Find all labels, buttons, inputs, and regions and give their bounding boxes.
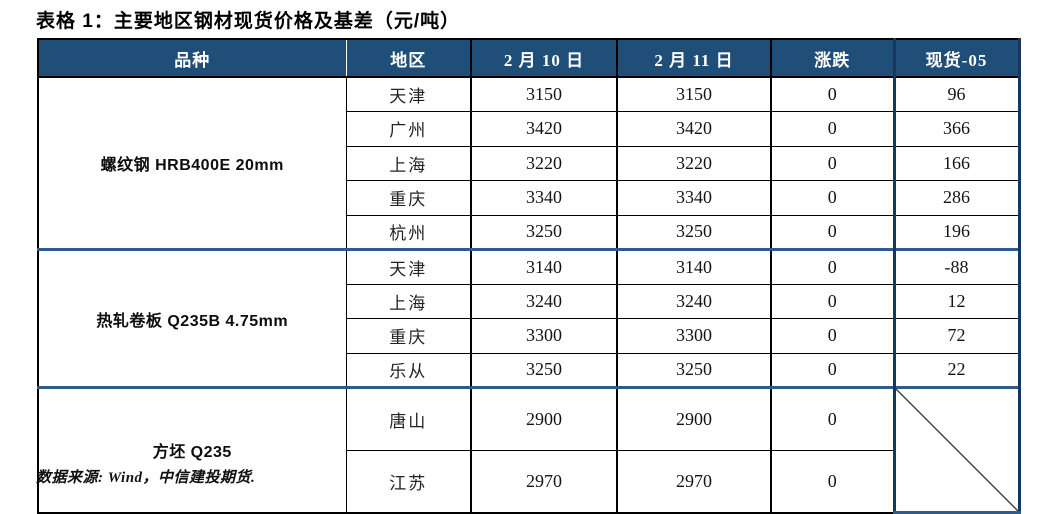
change-cell: 0 bbox=[770, 76, 895, 112]
region-cell: 天津 bbox=[345, 248, 472, 285]
change-cell: 0 bbox=[770, 386, 895, 451]
price-feb10-cell: 3140 bbox=[470, 248, 618, 285]
price-feb10-cell: 3340 bbox=[470, 180, 618, 216]
region-cell: 上海 bbox=[345, 283, 472, 319]
data-source-note: 数据来源: Wind，中信建投期货. bbox=[36, 470, 256, 486]
diagonal-slash-line bbox=[896, 389, 1018, 511]
price-feb11-cell: 3300 bbox=[616, 318, 772, 354]
change-cell: 0 bbox=[770, 145, 895, 181]
header-row: 品种 地区 2 月 10 日 2 月 11 日 涨跌 现货-05 bbox=[37, 38, 1021, 78]
price-feb10-cell: 3420 bbox=[470, 111, 618, 147]
price-feb10-cell: 3250 bbox=[470, 214, 618, 250]
region-cell: 乐从 bbox=[345, 352, 472, 388]
price-feb10-cell: 3150 bbox=[470, 76, 618, 112]
header-date-feb11: 2 月 11 日 bbox=[616, 38, 772, 78]
table-header: 品种 地区 2 月 10 日 2 月 11 日 涨跌 现货-05 bbox=[37, 38, 1021, 78]
region-cell: 唐山 bbox=[345, 386, 472, 451]
price-feb11-cell: 3250 bbox=[616, 214, 772, 250]
change-cell: 0 bbox=[770, 180, 895, 216]
price-feb11-cell: 2900 bbox=[616, 386, 772, 451]
table-row: 热轧卷板 Q235B 4.75mm 天津 3140 3140 0 -88 bbox=[37, 248, 1021, 388]
price-feb10-cell: 2900 bbox=[470, 386, 618, 451]
table-row: 螺纹钢 HRB400E 20mm 天津 3150 3150 0 96 bbox=[37, 76, 1021, 250]
change-cell: 0 bbox=[770, 449, 895, 513]
change-cell: 0 bbox=[770, 111, 895, 147]
header-region: 地区 bbox=[345, 38, 472, 78]
basis-cell: 96 bbox=[892, 76, 1021, 112]
price-feb10-cell: 2970 bbox=[470, 449, 618, 513]
change-cell: 0 bbox=[770, 248, 895, 285]
price-feb10-cell: 3240 bbox=[470, 283, 618, 319]
change-cell: 0 bbox=[770, 318, 895, 354]
table-row: 乐从 3250 3250 0 22 bbox=[38, 352, 1021, 388]
region-cell: 重庆 bbox=[345, 318, 472, 354]
table-row: 广州 3420 3420 0 366 bbox=[38, 111, 1021, 147]
price-feb11-cell: 3420 bbox=[616, 111, 772, 147]
change-cell: 0 bbox=[770, 214, 895, 250]
region-cell: 上海 bbox=[345, 145, 472, 181]
price-feb11-cell: 3140 bbox=[616, 248, 772, 285]
change-cell: 0 bbox=[770, 352, 895, 388]
header-product: 品种 bbox=[37, 38, 347, 78]
price-feb11-cell: 3220 bbox=[616, 145, 772, 181]
price-feb10-cell: 3250 bbox=[470, 352, 618, 388]
basis-cell: 366 bbox=[892, 111, 1021, 147]
basis-cell: 286 bbox=[892, 180, 1021, 216]
price-feb11-cell: 3340 bbox=[616, 180, 772, 216]
price-feb11-cell: 2970 bbox=[616, 449, 772, 513]
table-row: 上海 3240 3240 0 12 bbox=[38, 283, 1021, 319]
basis-cell: 72 bbox=[892, 318, 1021, 354]
product-cell: 螺纹钢 HRB400E 20mm bbox=[37, 76, 347, 250]
price-feb11-cell: 3150 bbox=[616, 76, 772, 112]
header-basis: 现货-05 bbox=[892, 38, 1021, 78]
table-body: 螺纹钢 HRB400E 20mm 天津 3150 3150 0 96 广州 3420 3420 0… bbox=[37, 76, 1021, 514]
region-cell: 江苏 bbox=[345, 449, 472, 513]
price-table: 品种 地区 2 月 10 日 2 月 11 日 涨跌 现货-05 螺纹钢 HRB… bbox=[37, 38, 1021, 514]
table-row: 杭州 3250 3250 0 196 bbox=[38, 214, 1021, 250]
header-change: 涨跌 bbox=[770, 38, 895, 78]
table-title: 表格 1：主要地区钢材现货价格及基差（元/吨） bbox=[36, 11, 461, 32]
basis-cell: 12 bbox=[892, 283, 1021, 319]
basis-cell: 196 bbox=[892, 214, 1021, 250]
change-cell: 0 bbox=[770, 283, 895, 319]
price-feb10-cell: 3300 bbox=[470, 318, 618, 354]
basis-cell: 166 bbox=[892, 145, 1021, 181]
price-feb11-cell: 3250 bbox=[616, 352, 772, 388]
table-row: 上海 3220 3220 0 166 bbox=[38, 145, 1021, 181]
basis-cell: -88 bbox=[892, 248, 1021, 285]
product-cell: 方坯 Q235 bbox=[37, 386, 347, 513]
region-cell: 广州 bbox=[345, 111, 472, 147]
diagonal-empty-cell bbox=[892, 386, 1021, 514]
table-row: 重庆 3300 3300 0 72 bbox=[38, 318, 1021, 354]
region-cell: 重庆 bbox=[345, 180, 472, 216]
region-cell: 天津 bbox=[345, 76, 472, 112]
product-cell: 热轧卷板 Q235B 4.75mm bbox=[37, 248, 347, 388]
price-feb10-cell: 3220 bbox=[470, 145, 618, 181]
basis-cell: 22 bbox=[892, 352, 1021, 388]
price-feb11-cell: 3240 bbox=[616, 283, 772, 319]
header-date-feb10: 2 月 10 日 bbox=[470, 38, 618, 78]
region-cell: 杭州 bbox=[345, 214, 472, 250]
table-row: 方坯 Q235 唐山 2900 2900 0 bbox=[37, 386, 1021, 514]
